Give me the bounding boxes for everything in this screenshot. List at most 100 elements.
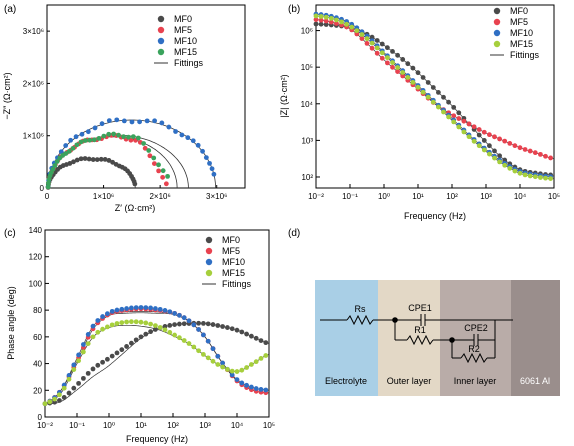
point-mf15 bbox=[220, 364, 226, 370]
point-mf0 bbox=[420, 75, 426, 80]
point-mf5 bbox=[481, 129, 487, 135]
legend-mf10-label: MF10 bbox=[510, 28, 533, 38]
legend-mf10-label: MF10 bbox=[174, 36, 197, 46]
panel-c-y-axis-label: Phase angle (deg) bbox=[6, 286, 16, 360]
point-mf10 bbox=[258, 387, 264, 392]
point-mf10 bbox=[71, 362, 77, 368]
point-mf0 bbox=[205, 321, 211, 327]
legend-mf15-label: MF15 bbox=[222, 268, 245, 278]
point-mf15 bbox=[446, 114, 451, 120]
point-mf15 bbox=[395, 65, 400, 70]
point-mf15 bbox=[215, 362, 221, 367]
point-mf0 bbox=[253, 335, 259, 341]
point-mf10 bbox=[124, 306, 129, 311]
point-mf15 bbox=[71, 367, 77, 372]
point-mf15 bbox=[543, 175, 548, 181]
label-cpe2: CPE2 bbox=[464, 323, 488, 333]
point-mf10 bbox=[85, 129, 91, 135]
panel-d-equivalent-circuit: (d) Electrolyte Outer layer Inner layer … bbox=[288, 228, 560, 396]
point-mf10 bbox=[167, 309, 173, 315]
panel-c-x-tick-label: 10⁰ bbox=[103, 421, 115, 430]
point-mf10 bbox=[106, 118, 112, 123]
point-mf0 bbox=[86, 156, 92, 162]
circuit-wires bbox=[320, 314, 513, 364]
point-mf0 bbox=[487, 143, 492, 149]
point-mf15 bbox=[172, 332, 178, 338]
point-mf5 bbox=[548, 155, 553, 161]
panel-c-y-tick-label: 140 bbox=[29, 226, 43, 235]
panel-c-y-tick-label: 120 bbox=[29, 253, 43, 262]
point-mf15 bbox=[497, 159, 502, 165]
legend-mf0-label: MF0 bbox=[510, 6, 528, 16]
point-mf0 bbox=[215, 323, 221, 328]
point-mf0 bbox=[95, 362, 101, 368]
point-mf15 bbox=[334, 17, 339, 23]
panel-c-y-tick-label: 0 bbox=[38, 413, 43, 422]
point-mf0 bbox=[415, 70, 421, 76]
label-cpe1: CPE1 bbox=[408, 303, 432, 313]
point-mf10 bbox=[200, 148, 205, 154]
point-mf15 bbox=[160, 168, 166, 174]
point-mf15 bbox=[114, 321, 120, 326]
point-mf0 bbox=[177, 321, 182, 327]
point-mf10 bbox=[81, 342, 86, 347]
point-mf15 bbox=[527, 173, 533, 179]
point-mf15 bbox=[451, 119, 457, 125]
point-mf10 bbox=[234, 377, 240, 382]
panel-a-label: (a) bbox=[4, 4, 16, 15]
point-mf0 bbox=[225, 325, 230, 330]
panel-b-y-tick-label: 10⁶ bbox=[301, 27, 313, 36]
point-mf10 bbox=[186, 318, 192, 324]
point-mf10 bbox=[263, 387, 269, 393]
point-mf0 bbox=[153, 327, 158, 332]
point-mf0 bbox=[181, 321, 187, 327]
point-mf0 bbox=[90, 157, 96, 162]
panel-a-y-tick-label: 0 bbox=[40, 184, 45, 193]
point-mf10 bbox=[201, 332, 206, 338]
point-mf5 bbox=[364, 40, 370, 46]
point-mf10 bbox=[159, 120, 165, 126]
label-r1: R1 bbox=[414, 325, 426, 335]
point-mf10 bbox=[79, 131, 85, 137]
point-mf10 bbox=[143, 305, 149, 310]
point-mf0 bbox=[119, 347, 125, 353]
point-mf15 bbox=[101, 133, 107, 139]
point-mf5 bbox=[156, 168, 162, 174]
point-mf10 bbox=[85, 332, 91, 337]
legend-mf10-marker bbox=[493, 29, 501, 37]
point-mf10 bbox=[119, 306, 125, 312]
legend-mf0-label: MF0 bbox=[174, 14, 192, 24]
legend-mf10-marker bbox=[205, 258, 213, 266]
point-mf10 bbox=[179, 132, 185, 138]
point-mf0 bbox=[114, 350, 120, 356]
point-mf15 bbox=[57, 392, 62, 398]
panel-c-frame bbox=[44, 229, 270, 418]
layer-electrolyte bbox=[315, 280, 378, 396]
point-mf15 bbox=[42, 401, 48, 407]
point-mf15 bbox=[548, 176, 553, 181]
point-mf15 bbox=[177, 335, 182, 341]
panel-b-y-tick-label: 10⁵ bbox=[301, 63, 313, 72]
point-mf15 bbox=[466, 134, 472, 140]
point-mf5 bbox=[451, 113, 457, 119]
point-mf15 bbox=[106, 131, 112, 137]
point-mf0 bbox=[71, 385, 77, 391]
point-mf5 bbox=[522, 147, 528, 152]
point-mf15 bbox=[181, 338, 187, 343]
panel-b-bode-modulus: (b) 10⁻² 10⁻¹ 10⁰ 10¹ 10² 10³ 10⁴ 10⁵10²10³10⁴1… bbox=[279, 4, 560, 221]
point-mf10 bbox=[95, 318, 101, 323]
point-mf10 bbox=[133, 305, 139, 310]
point-mf10 bbox=[100, 314, 105, 319]
point-mf5 bbox=[385, 60, 390, 66]
panel-c-x-tick-label: 10³ bbox=[199, 421, 211, 430]
point-mf0 bbox=[94, 157, 100, 163]
panel-c-label: (c) bbox=[4, 228, 16, 239]
point-mf0 bbox=[481, 138, 487, 143]
point-mf0 bbox=[201, 320, 206, 326]
panel-b-frame bbox=[315, 4, 555, 189]
point-mf5 bbox=[142, 145, 148, 151]
panel-b-y-tick-label: 10³ bbox=[301, 136, 313, 145]
point-mf15 bbox=[109, 322, 115, 328]
